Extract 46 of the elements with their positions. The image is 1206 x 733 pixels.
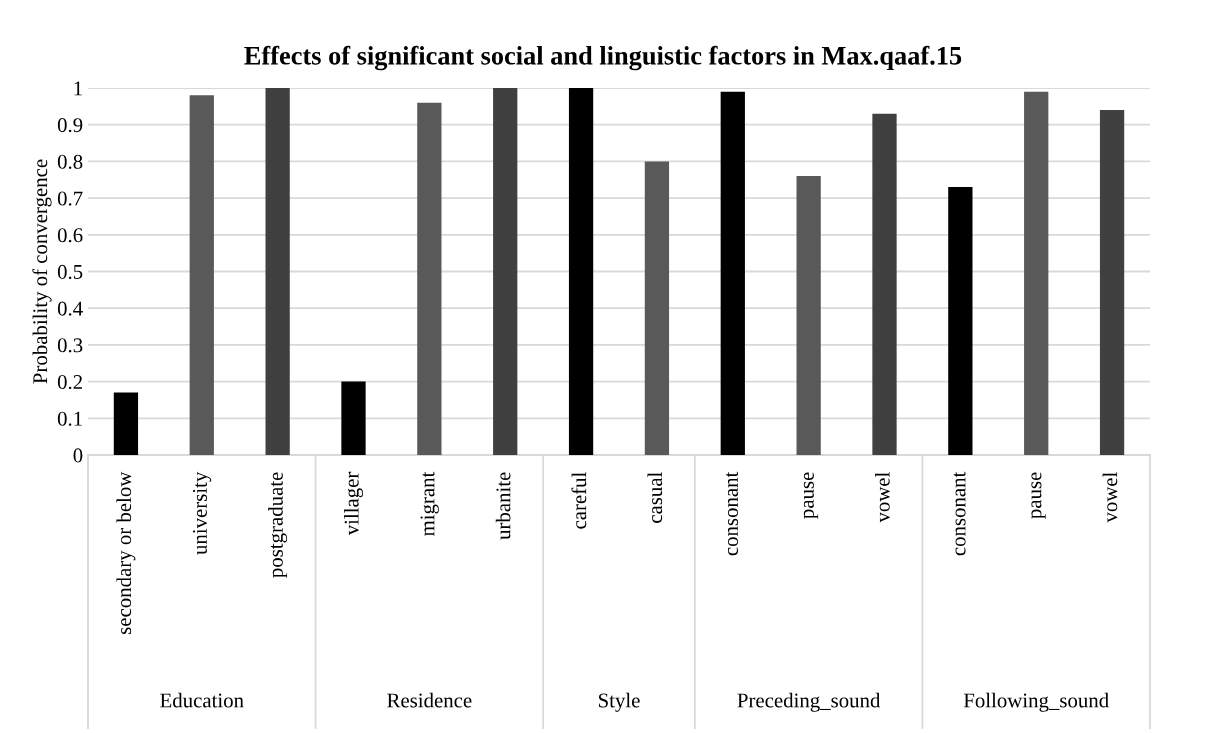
text: Education — [160, 692, 244, 708]
bar — [113, 392, 139, 455]
y-tick-label: 0.4 — [57, 301, 83, 316]
x-tick-label: consonant — [953, 471, 966, 556]
y-tick-label: 0.8 — [57, 154, 83, 169]
bar — [417, 102, 442, 455]
y-tick-label: 0.7 — [57, 191, 83, 206]
chart-title: Effects of significant social and linguistic factors in Max.qaaf.15 — [244, 45, 962, 71]
bar — [341, 381, 366, 455]
bar — [872, 113, 897, 455]
bar — [568, 88, 594, 455]
bar — [265, 88, 290, 455]
x-tick-label: vowel — [875, 472, 890, 523]
y-axis-title: Probability of convergence — [32, 159, 52, 384]
x-tick-label: urbanite — [495, 472, 511, 540]
x-tick-label: casual — [647, 472, 663, 523]
y-tick-label: 0.3 — [57, 338, 83, 353]
x-tick-label: villager — [344, 471, 363, 536]
x-tick-label: careful — [571, 472, 587, 529]
x-tick-label: secondary or below — [116, 471, 136, 634]
bar — [1024, 91, 1049, 455]
bar — [644, 161, 670, 455]
bar — [1099, 110, 1125, 455]
text: Style — [598, 692, 640, 712]
x-tick-label: pause — [803, 472, 819, 519]
y-tick-label: 0.5 — [57, 264, 83, 280]
y-tick-label: 0.1 — [57, 411, 82, 426]
x-tick-label: vowel — [1102, 472, 1118, 523]
x-tick-label: postgraduate — [268, 472, 288, 578]
y-tick-label: 0.2 — [57, 374, 82, 390]
y-tick-label: 0.6 — [57, 228, 83, 243]
x-tick-label: pause — [1031, 472, 1046, 519]
y-tick-label: 0.9 — [57, 118, 83, 133]
x-tick-label: consonant — [726, 471, 738, 556]
bar — [189, 95, 214, 455]
y-tick-label: 1 — [74, 81, 82, 96]
text: Following_sound — [963, 692, 1109, 712]
bar — [720, 91, 745, 455]
x-tick-label: university — [192, 471, 212, 555]
bar — [493, 88, 518, 455]
x-tick-label: migrant — [420, 471, 439, 537]
text: Preceding_sound — [737, 692, 881, 712]
y-tick-label: 0 — [73, 448, 83, 463]
text: Residence — [387, 692, 472, 708]
bar — [948, 187, 973, 455]
bar — [796, 176, 821, 455]
